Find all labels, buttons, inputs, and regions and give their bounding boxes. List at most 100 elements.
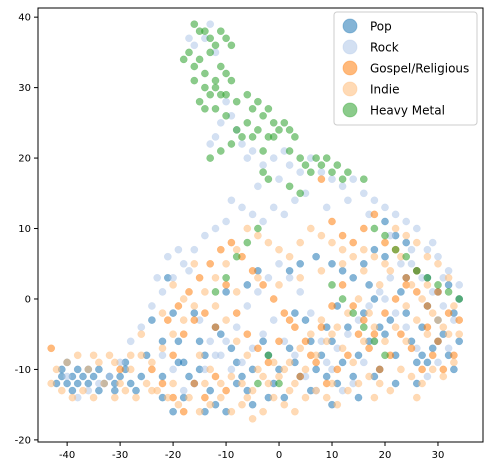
data-point: [412, 266, 421, 275]
data-point: [84, 379, 93, 388]
data-point: [216, 62, 225, 71]
data-point: [328, 330, 336, 339]
data-point: [110, 358, 119, 367]
data-point: [79, 386, 87, 395]
data-point: [222, 273, 230, 282]
data-point: [312, 154, 320, 162]
data-point: [195, 273, 204, 282]
data-point: [412, 238, 421, 247]
data-point: [423, 330, 432, 339]
data-point: [418, 295, 426, 303]
data-point: [359, 259, 368, 268]
data-point: [254, 231, 262, 240]
data-point: [264, 175, 273, 184]
data-point: [455, 337, 464, 346]
data-point: [174, 302, 183, 310]
data-point: [238, 203, 246, 212]
y-tick-label: -10: [15, 365, 31, 376]
data-point: [73, 365, 82, 374]
data-point: [254, 379, 262, 388]
data-point: [206, 154, 215, 162]
data-point: [370, 295, 379, 303]
data-point: [301, 365, 310, 374]
data-point: [306, 330, 315, 339]
data-point: [450, 302, 458, 310]
data-point: [391, 379, 400, 388]
data-point: [301, 161, 310, 169]
data-point: [259, 337, 267, 346]
data-point: [132, 386, 140, 395]
data-point: [254, 365, 262, 374]
data-point: [285, 386, 294, 395]
data-point: [434, 288, 442, 296]
data-point: [254, 224, 262, 233]
legend-marker: [342, 18, 358, 34]
data-point: [232, 288, 241, 296]
legend: Pop Rock Gospel/Religious Indie Heavy Metal: [333, 11, 478, 126]
data-point: [349, 273, 358, 282]
data-point: [444, 281, 453, 289]
data-point: [370, 224, 379, 233]
data-point: [185, 48, 193, 57]
data-point: [153, 273, 162, 282]
data-point: [190, 302, 199, 310]
data-point: [222, 97, 230, 106]
data-point: [148, 365, 156, 374]
data-point: [116, 365, 124, 374]
data-point: [95, 365, 103, 374]
data-point: [428, 351, 437, 360]
data-point: [190, 316, 199, 324]
data-point: [254, 182, 262, 191]
data-point: [158, 351, 167, 360]
data-point: [296, 372, 305, 381]
data-point: [227, 238, 236, 247]
data-point: [391, 309, 400, 317]
data-point: [354, 330, 363, 339]
x-tick-label: 10: [326, 450, 339, 461]
data-point: [402, 302, 411, 310]
data-point: [259, 281, 267, 289]
data-point: [322, 393, 331, 402]
data-point: [254, 273, 262, 282]
data-point: [174, 400, 183, 409]
data-point: [359, 323, 368, 332]
data-point: [344, 330, 352, 339]
data-point: [116, 372, 124, 381]
data-point: [386, 316, 395, 324]
data-point: [280, 309, 289, 317]
data-point: [349, 238, 358, 247]
data-point: [190, 259, 199, 268]
data-point: [275, 337, 283, 346]
data-point: [216, 379, 225, 388]
data-point: [444, 266, 453, 275]
data-point: [333, 365, 342, 374]
data-point: [232, 323, 241, 332]
data-point: [47, 344, 56, 353]
data-point: [317, 316, 326, 324]
data-point: [439, 302, 448, 310]
data-point: [275, 175, 283, 184]
data-point: [211, 224, 220, 233]
data-point: [402, 217, 411, 226]
data-point: [206, 48, 215, 57]
data-point: [328, 302, 336, 310]
data-point: [201, 393, 209, 402]
data-point: [338, 266, 347, 275]
data-point: [216, 147, 225, 155]
data-point: [407, 245, 416, 254]
data-point: [280, 393, 289, 402]
data-point: [110, 393, 119, 402]
data-point: [402, 323, 411, 332]
data-point: [359, 175, 368, 184]
data-point: [423, 302, 432, 310]
data-point: [89, 372, 98, 381]
data-point: [57, 386, 66, 395]
data-point: [227, 344, 236, 353]
data-point: [275, 379, 283, 388]
data-point: [169, 309, 177, 317]
data-point: [222, 288, 230, 296]
data-point: [359, 189, 368, 198]
data-point: [259, 161, 267, 169]
data-point: [291, 407, 299, 416]
data-point: [338, 344, 347, 353]
